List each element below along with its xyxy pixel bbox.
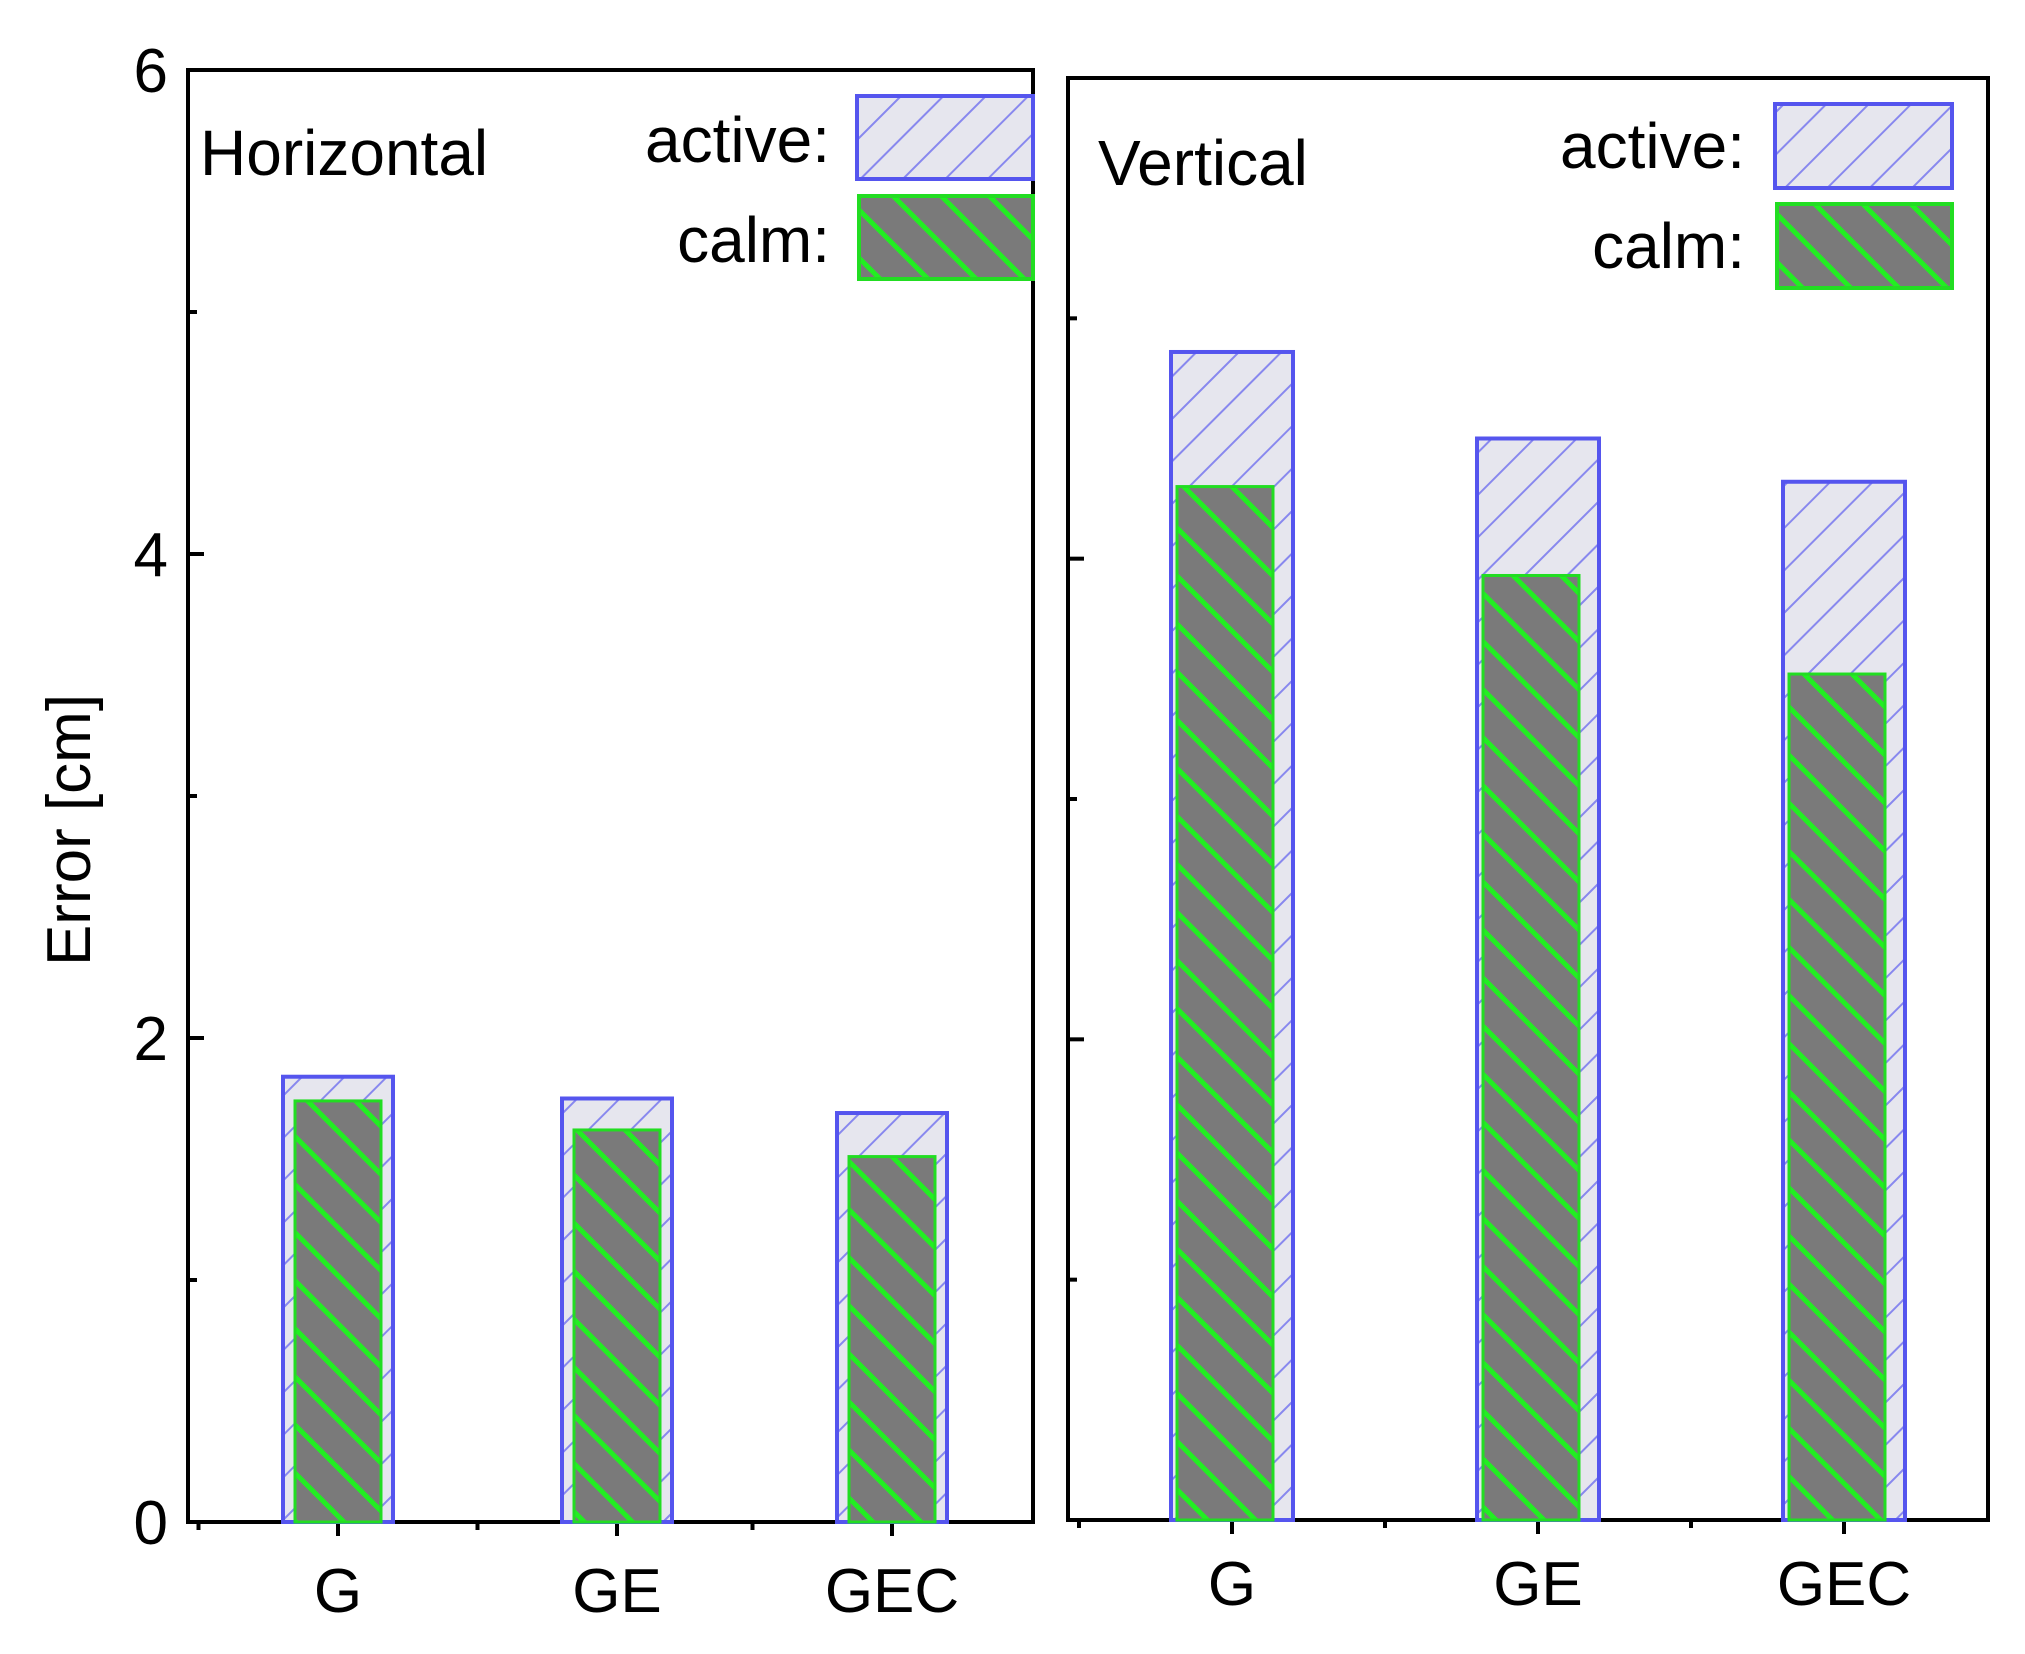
- panel-horizontal: 0 2 4 6 G GE GEC Horizontal active: calm:: [134, 37, 1035, 1626]
- bar-calm: [572, 1128, 662, 1524]
- legend-label-active: active:: [1560, 110, 1745, 182]
- y-tick-label: 4: [134, 521, 168, 590]
- y-tick-label: 6: [134, 37, 168, 106]
- panel-title-vertical: Vertical: [1098, 127, 1308, 199]
- legend-vertical: active: calm:: [1560, 102, 1954, 290]
- legend-label-active: active:: [645, 104, 830, 176]
- x-category-label: G: [1208, 1550, 1256, 1619]
- bars-vertical: [1169, 349, 1907, 1523]
- y-axis-title: Error [cm]: [35, 694, 104, 966]
- x-category-label: GE: [572, 1557, 662, 1626]
- panel-title-horizontal: Horizontal: [200, 117, 488, 189]
- legend-swatch-active: [855, 94, 1035, 181]
- legend-label-calm: calm:: [1592, 210, 1745, 282]
- panel-vertical: G GE GEC Vertical active: calm:: [1066, 76, 1990, 1619]
- legend-swatch-calm: [857, 194, 1035, 281]
- category-labels: G GE GEC: [314, 1557, 959, 1626]
- bar-calm: [1175, 485, 1275, 1522]
- category-labels: G GE GEC: [1208, 1550, 1911, 1619]
- x-ticks: [196, 1522, 894, 1536]
- y-ticks: [1068, 76, 1084, 1522]
- legend-swatch-active: [1773, 102, 1954, 190]
- x-ticks: [1077, 1520, 1846, 1534]
- x-category-label: GEC: [1777, 1550, 1911, 1619]
- legend-horizontal: active: calm:: [645, 94, 1035, 281]
- y-tick-label: 0: [134, 1489, 168, 1558]
- bar-calm: [293, 1099, 383, 1524]
- y-ticks: 0 2 4 6: [134, 37, 204, 1558]
- y-tick-label: 2: [134, 1005, 168, 1074]
- x-category-label: GE: [1493, 1550, 1583, 1619]
- x-category-label: GEC: [825, 1557, 959, 1626]
- legend-label-calm: calm:: [677, 204, 830, 276]
- bar-calm: [1787, 672, 1887, 1522]
- x-category-label: G: [314, 1557, 362, 1626]
- legend-swatch-calm: [1775, 202, 1954, 290]
- bars-horizontal: [281, 1074, 949, 1525]
- bar-calm: [847, 1155, 937, 1524]
- bar-calm: [1481, 573, 1581, 1522]
